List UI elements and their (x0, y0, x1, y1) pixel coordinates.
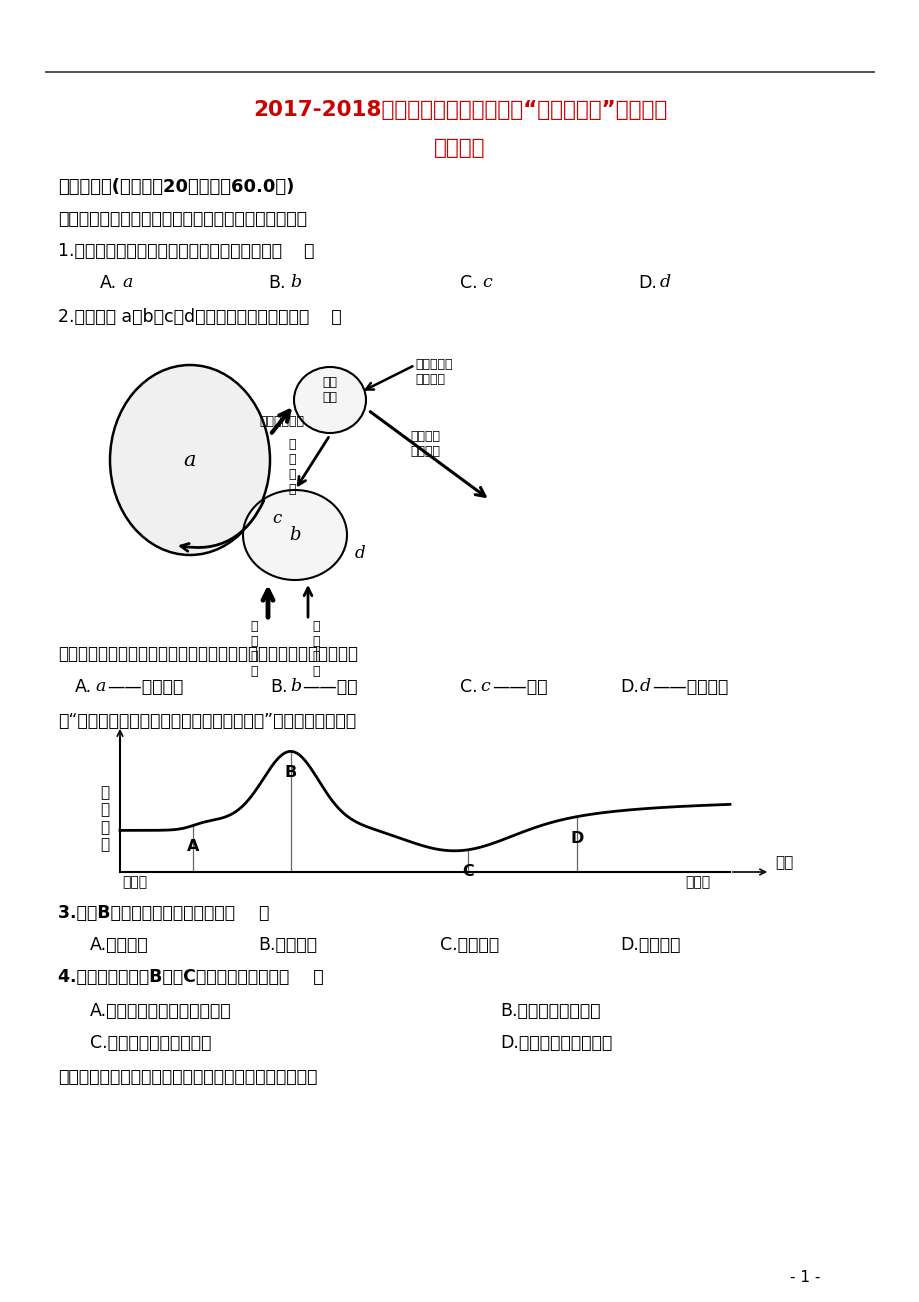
Text: d: d (355, 546, 365, 562)
Text: A.: A. (75, 678, 92, 697)
Text: c: c (272, 510, 281, 527)
Text: c: c (482, 273, 492, 292)
Text: B.: B. (269, 678, 287, 697)
Text: b: b (289, 273, 301, 292)
Text: D.: D. (619, 678, 638, 697)
Text: D.: D. (637, 273, 656, 292)
Text: 下图为我国部分防护林分布示意图，读图完成下列问题。: 下图为我国部分防护林分布示意图，读图完成下列问题。 (58, 1068, 317, 1086)
Text: A.雨林生态系统生物循环旺盛: A.雨林生态系统生物循环旺盛 (90, 1003, 232, 1019)
Text: 释
出
养
分: 释 出 养 分 (288, 437, 295, 496)
Text: 1.图示生态系统中，最为关键的环节是图中的（    ）: 1.图示生态系统中，最为关键的环节是图中的（ ） (58, 242, 314, 260)
Text: 读下图：雨林生态系统的养分循环示意图，回答下题。: 读下图：雨林生态系统的养分循环示意图，回答下题。 (58, 210, 307, 228)
Text: b: b (289, 678, 301, 695)
Text: a: a (95, 678, 106, 695)
Text: 地理试题: 地理试题 (434, 138, 485, 158)
Text: 岩
石
风
化: 岩 石 风 化 (250, 620, 257, 678)
Text: d: d (659, 273, 670, 292)
Text: 养分脱离植物: 养分脱离植物 (259, 415, 304, 428)
Text: A: A (187, 840, 199, 854)
Text: d: d (640, 678, 651, 695)
Text: B.雨林群落生产力高: B.雨林群落生产力高 (499, 1003, 600, 1019)
Text: 一、单选题(本大题內20小题，內60.0分): 一、单选题(本大题內20小题，內60.0分) (58, 178, 294, 197)
Text: D.耕地废弃: D.耕地废弃 (619, 936, 680, 954)
Text: a: a (122, 273, 132, 292)
Text: 2017-2018学年尤溪七中高二第二次“周学习清单”反馈测试: 2017-2018学年尤溪七中高二第二次“周学习清单”反馈测试 (253, 100, 666, 120)
Text: D: D (570, 831, 584, 845)
Text: a: a (184, 450, 196, 470)
Ellipse shape (243, 490, 346, 579)
Text: ——供给养分: ——供给养分 (652, 678, 728, 697)
Text: ——枯枝落叶: ——枯枝落叶 (107, 678, 183, 697)
Text: c: c (480, 678, 489, 695)
Text: 地表径流
带走养分: 地表径流 带走养分 (410, 430, 439, 458)
Text: C.: C. (460, 273, 477, 292)
Text: C.: C. (460, 678, 477, 697)
Text: 时间: 时间 (774, 855, 792, 870)
Text: - 1 -: - 1 - (789, 1269, 819, 1285)
Text: 读“热带雨林迁移农业造成的土壤肆力变化图”，回答下列小题。: 读“热带雨林迁移农业造成的土壤肆力变化图”，回答下列小题。 (58, 712, 356, 730)
Text: 原始林: 原始林 (122, 875, 147, 889)
Text: C.森林再生: C.森林再生 (439, 936, 499, 954)
Text: A.: A. (100, 273, 117, 292)
Text: 释
放
养
分: 释 放 养 分 (312, 620, 319, 678)
Text: 2.对于图中 a、b、c、d涵义的理解，正确的是（    ）: 2.对于图中 a、b、c、d涵义的理解，正确的是（ ） (58, 309, 341, 326)
Text: 3.图中B点土壤肆力较高的原因是（    ）: 3.图中B点土壤肆力较高的原因是（ ） (58, 904, 269, 922)
Text: D.雨林的全球环境效应: D.雨林的全球环境效应 (499, 1034, 611, 1052)
Ellipse shape (294, 367, 366, 434)
Text: b: b (289, 526, 301, 544)
Text: （图中圆圈大小反映养分储量的多少，箭头粗细表示物流量的大小）: （图中圆圈大小反映养分储量的多少，箭头粗细表示物流量的大小） (58, 644, 357, 663)
Text: B: B (284, 766, 297, 780)
Ellipse shape (110, 365, 269, 555)
Text: 土
壤
肥
力: 土 壤 肥 力 (100, 785, 109, 853)
Text: 枯枝
落叶: 枯枝 落叶 (323, 376, 337, 404)
Text: C: C (461, 863, 473, 879)
Text: C.雨林生态的淋溶作用强: C.雨林生态的淋溶作用强 (90, 1034, 211, 1052)
Text: B.: B. (267, 273, 285, 292)
Text: 雨水带来可
溶性养分: 雨水带来可 溶性养分 (414, 358, 452, 385)
Text: ——土壤: ——土壤 (301, 678, 357, 697)
Text: B.连续耕作: B.连续耕作 (257, 936, 317, 954)
Text: 次生林: 次生林 (685, 875, 709, 889)
Text: 4.图中土壤肆力由B点到C点的变化这说明了（    ）: 4.图中土壤肆力由B点到C点的变化这说明了（ ） (58, 967, 323, 986)
Text: A.焚烧开荒: A.焚烧开荒 (90, 936, 149, 954)
Text: ——生物: ——生物 (492, 678, 547, 697)
